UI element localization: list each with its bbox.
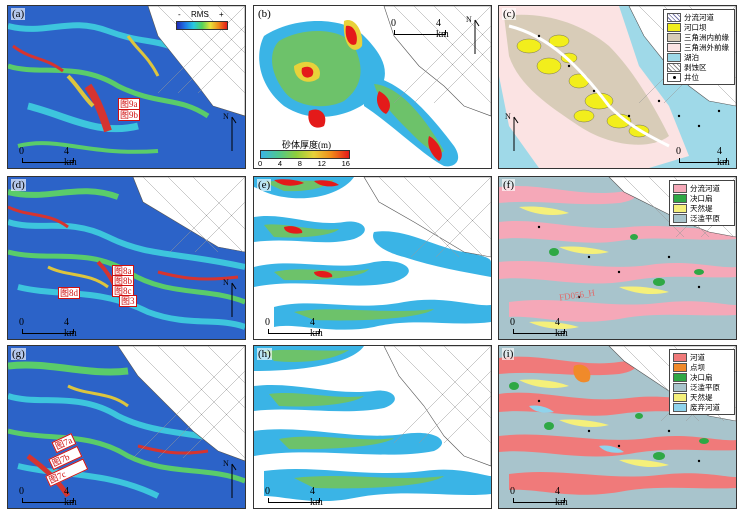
panel-b: (b) 砂体厚度(m) 0 4 8 12 16 N 0 4 km bbox=[253, 5, 492, 169]
legend-f: 分流河道 决口扇 天然堤 泛滥平原 bbox=[669, 180, 735, 226]
rms-map-d bbox=[8, 177, 245, 339]
panel-c: (c) 分流河道 河口坝 三角洲内前缘 三角洲外前缘 湖泊 剥蚀区 井位 N 0… bbox=[498, 5, 737, 169]
rms-minus: - bbox=[178, 10, 181, 19]
thickness-map-b bbox=[254, 6, 491, 168]
rms-colorbar bbox=[176, 21, 228, 30]
panel-label-d: (d) bbox=[11, 179, 26, 191]
panel-label-a: (a) bbox=[11, 8, 26, 20]
legend-i: 河道 点坝 决口扇 泛滥平原 天然堤 废弃河道 bbox=[669, 349, 735, 415]
svg-text:N: N bbox=[466, 15, 472, 24]
legend-c: 分流河道 河口坝 三角洲内前缘 三角洲外前缘 湖泊 剥蚀区 井位 bbox=[663, 9, 735, 85]
thickness-colorbar bbox=[260, 150, 350, 159]
callout-8d: 图8d bbox=[58, 287, 81, 299]
callout-9b: 图9b bbox=[118, 109, 141, 121]
svg-text:N: N bbox=[223, 112, 229, 121]
panel-e: (e) 0 4 km bbox=[253, 176, 492, 340]
svg-text:N: N bbox=[505, 112, 511, 121]
panel-label-i: (i) bbox=[502, 348, 515, 360]
panel-label-b: (b) bbox=[257, 8, 272, 20]
rms-map-a bbox=[8, 6, 245, 168]
thickness-map-h bbox=[254, 346, 491, 508]
panel-label-g: (g) bbox=[11, 348, 26, 360]
callout-3: 图3 bbox=[119, 295, 137, 307]
panel-h: (h) 0 4 km bbox=[253, 345, 492, 509]
panel-label-h: (h) bbox=[257, 348, 272, 360]
facies-map-i bbox=[499, 346, 736, 508]
panel-g: (g) 图7a 图7b 图7c N 0 4 km bbox=[7, 345, 246, 509]
panel-label-f: (f) bbox=[502, 179, 515, 191]
rms-plus: + bbox=[219, 10, 224, 19]
svg-text:N: N bbox=[223, 278, 229, 287]
north-arrow-icon: N bbox=[466, 15, 480, 54]
north-arrow-icon: N bbox=[223, 278, 237, 317]
north-arrow-icon: N bbox=[223, 112, 237, 151]
panel-d: (d) 图8a 图8b 图8c 图8d 图3 N 0 4 km bbox=[7, 176, 246, 340]
svg-text:N: N bbox=[223, 459, 229, 468]
panel-label-c: (c) bbox=[502, 8, 517, 20]
thickness-ticks: 0 4 8 12 16 bbox=[258, 159, 350, 168]
rms-title: RMS bbox=[191, 10, 209, 19]
north-arrow-icon: N bbox=[505, 112, 519, 151]
panel-a: (a) - RMS + 图9a 图9b N 0 4 km bbox=[7, 5, 246, 169]
panel-label-e: (e) bbox=[257, 179, 272, 191]
panel-i: (i) 河道 点坝 决口扇 泛滥平原 天然堤 废弃河道 0 4 km bbox=[498, 345, 737, 509]
panel-f: (f) 分流河道 决口扇 天然堤 泛滥平原 FD056_H 0 4 km bbox=[498, 176, 737, 340]
north-arrow-icon: N bbox=[223, 459, 237, 498]
thickness-title: 砂体厚度(m) bbox=[282, 140, 331, 150]
thickness-map-e bbox=[254, 177, 491, 339]
